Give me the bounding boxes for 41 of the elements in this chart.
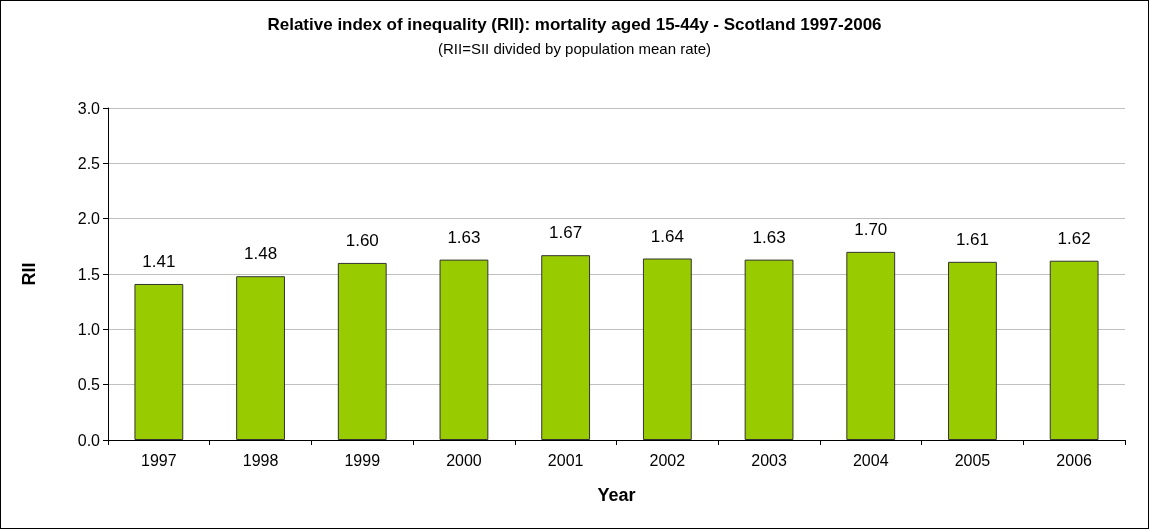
x-tick-label: 2002 — [649, 451, 686, 469]
bar — [948, 261, 997, 440]
bar — [744, 259, 794, 440]
bar — [236, 276, 285, 440]
x-tick-label: 2006 — [1056, 451, 1093, 469]
y-tick-label: 0.0 — [77, 431, 101, 449]
bar — [1049, 260, 1099, 440]
bar — [541, 255, 591, 440]
data-label: 1.64 — [650, 226, 684, 246]
x-tick-label: 2005 — [954, 451, 991, 469]
data-label: 1.48 — [244, 244, 278, 264]
x-axis-title: Year — [597, 485, 636, 505]
y-tick-label: 1.0 — [77, 320, 101, 338]
bar — [134, 283, 184, 440]
bar — [439, 259, 489, 440]
y-tick-label: 2.5 — [77, 154, 101, 172]
chart-title: Relative index of inequality (RII): mortality aged 15-44y - Scotland 1997-2006 — [267, 15, 882, 34]
bar — [642, 258, 692, 440]
bar — [337, 262, 387, 440]
x-tick-label: 2003 — [751, 451, 787, 469]
y-tick-label: 3.0 — [77, 99, 101, 117]
data-label: 1.41 — [142, 251, 176, 271]
data-label: 1.62 — [1057, 228, 1091, 248]
bar — [846, 251, 896, 440]
data-label: 1.67 — [549, 223, 583, 243]
y-tick-label: 2.0 — [77, 210, 101, 228]
y-axis-title: RII — [19, 262, 39, 286]
x-tick-label: 1997 — [141, 451, 177, 469]
data-label: 1.61 — [955, 229, 989, 249]
data-label: 1.63 — [447, 227, 481, 247]
x-tick-label: 2001 — [547, 451, 584, 469]
x-tick-label: 2000 — [446, 451, 482, 469]
data-label: 1.70 — [854, 219, 888, 239]
x-tick-label: 1999 — [344, 451, 381, 469]
data-label: 1.63 — [752, 227, 786, 247]
y-tick-label: 0.5 — [77, 376, 101, 394]
x-tick-label: 1998 — [242, 451, 279, 469]
data-label: 1.60 — [345, 230, 379, 250]
x-tick-label: 2004 — [852, 451, 889, 469]
chart-subtitle: (RII=SII divided by population mean rate) — [437, 40, 712, 57]
y-tick-label: 1.5 — [77, 265, 101, 283]
